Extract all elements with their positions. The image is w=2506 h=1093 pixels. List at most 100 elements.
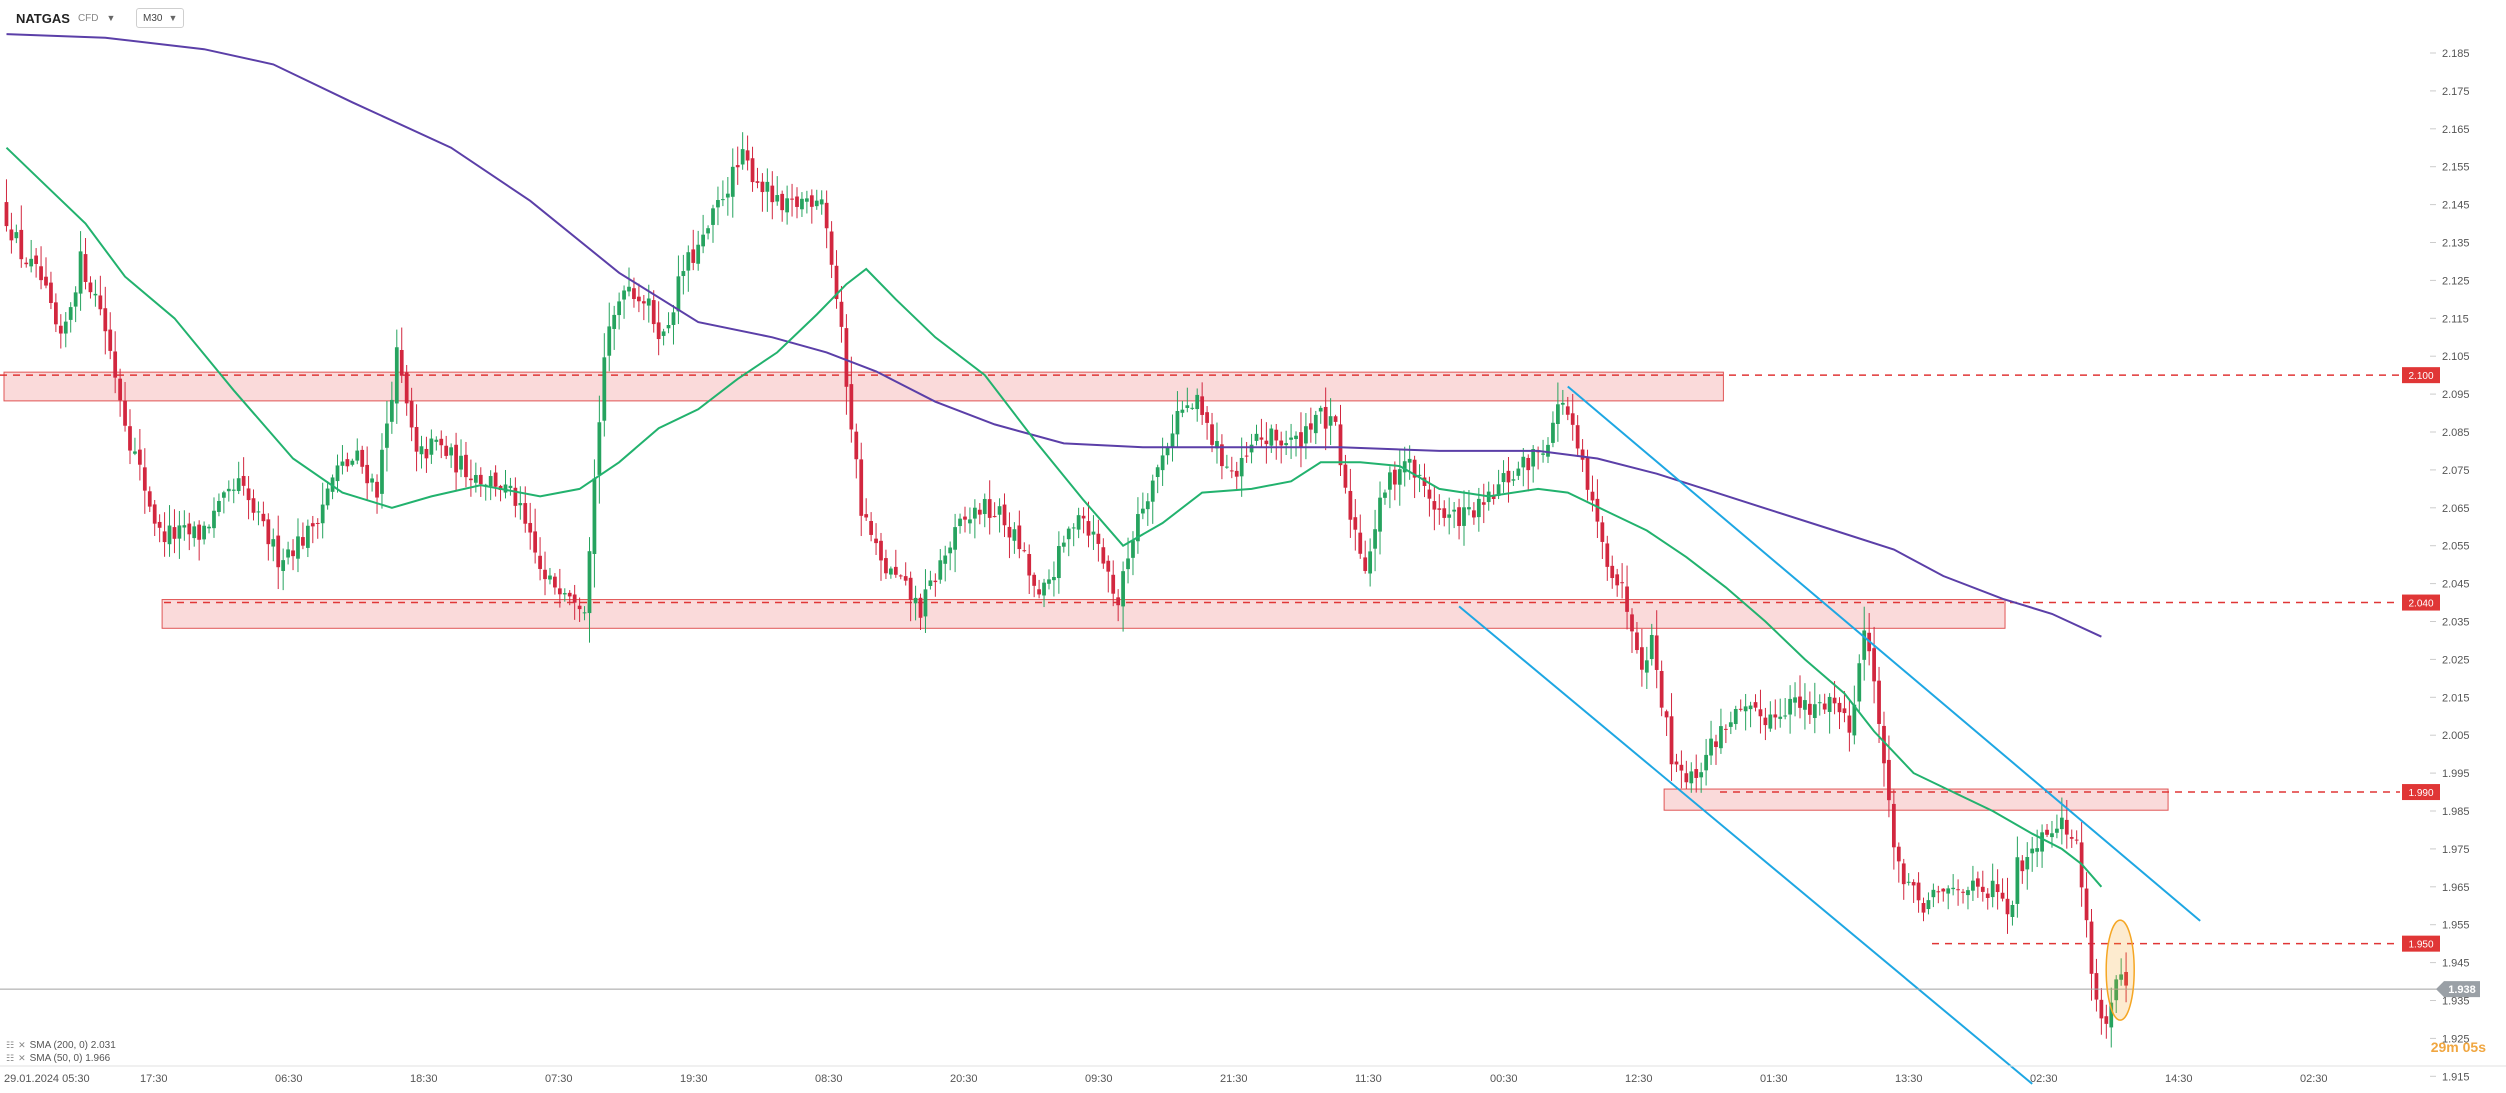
candle-body xyxy=(923,589,928,617)
candle-body xyxy=(1995,884,2000,893)
candle-body xyxy=(963,516,967,520)
candle-body xyxy=(864,514,869,518)
symbol-name[interactable]: NATGAS xyxy=(16,10,70,26)
candle-countdown: 29m 05s xyxy=(2430,1039,2486,1055)
candle-body xyxy=(1007,526,1012,538)
price-level-tag xyxy=(2402,594,2440,611)
candle-body xyxy=(1457,507,1461,526)
close-icon[interactable]: ✕ xyxy=(18,1053,26,1063)
candle-body xyxy=(1383,492,1387,498)
candle-body xyxy=(1931,889,1936,898)
candle-body xyxy=(1432,501,1437,510)
price-level-tag xyxy=(2402,784,2440,801)
candle-body xyxy=(666,325,671,329)
candle-body xyxy=(1733,709,1738,725)
candle-body xyxy=(1081,515,1086,519)
candle-body xyxy=(760,181,765,193)
settings-icon[interactable]: ☷ xyxy=(6,1053,15,1063)
candle-body xyxy=(464,454,468,478)
candle-body xyxy=(399,349,404,376)
candle-body xyxy=(1975,878,1980,887)
candle-body xyxy=(1768,714,1773,729)
y-tick-label: 2.055 xyxy=(2442,541,2470,553)
candle-body xyxy=(1358,532,1363,554)
candle-body xyxy=(473,475,478,483)
y-tick-label: 2.145 xyxy=(2442,200,2470,212)
candle-body xyxy=(444,445,449,456)
candle-body xyxy=(162,531,167,543)
candle-body xyxy=(572,594,577,603)
candle-body xyxy=(221,492,226,498)
current-price: 1.938 xyxy=(0,919,2480,1021)
price-level-label: 2.100 xyxy=(2408,371,2433,382)
candle-body xyxy=(553,576,557,588)
legend-sma50[interactable]: ☷ ✕ SMA (50, 0) 1.966 xyxy=(6,1053,110,1064)
x-tick-label: 12:30 xyxy=(1625,1073,1653,1085)
candle-body xyxy=(1674,761,1679,765)
candle-body xyxy=(1852,704,1857,736)
candle-body xyxy=(1116,597,1121,606)
candle-body xyxy=(632,288,636,300)
candle-body xyxy=(449,447,454,456)
x-tick-label: 01:30 xyxy=(1760,1073,1788,1085)
y-axis: 2.185 2.175 2.165 2.155 2.145 2.135 2.125 2.115… xyxy=(2430,48,2470,1083)
candle-body xyxy=(54,302,58,325)
candle-body xyxy=(1244,455,1249,457)
candle-body xyxy=(2104,1016,2109,1024)
candle-body xyxy=(1926,900,1931,910)
symbol-dropdown-icon[interactable]: ▼ xyxy=(106,13,116,23)
y-tick-label: 2.135 xyxy=(2442,238,2470,250)
candle-body xyxy=(1294,435,1298,440)
channel-line xyxy=(1567,385,2201,922)
candle-body xyxy=(1234,470,1239,477)
resistance-zones xyxy=(3,371,2169,811)
candle-body xyxy=(1066,528,1071,540)
candle-body xyxy=(1131,540,1135,558)
timeframe-select[interactable]: M30 ▼ xyxy=(136,8,185,28)
y-tick-label: 2.175 xyxy=(2442,86,2470,98)
candle-body xyxy=(1635,632,1639,651)
candle-body xyxy=(992,516,997,518)
y-tick-label: 2.085 xyxy=(2442,427,2470,439)
candle-body xyxy=(68,307,73,320)
candle-body xyxy=(819,199,824,205)
price-level-tag xyxy=(2402,935,2440,952)
candle-body xyxy=(656,322,661,340)
candle-body xyxy=(2089,921,2094,974)
candle-body xyxy=(661,331,666,336)
legend-sma200[interactable]: ☷ ✕ SMA (200, 0) 2.031 xyxy=(6,1040,116,1051)
candle-body xyxy=(1778,716,1783,719)
settings-icon[interactable]: ☷ xyxy=(6,1040,15,1050)
candle-body xyxy=(953,527,957,550)
candle-body xyxy=(740,149,745,165)
candle-body xyxy=(1126,558,1130,570)
close-icon[interactable]: ✕ xyxy=(18,1040,26,1050)
candle-body xyxy=(943,555,948,564)
candle-body xyxy=(2055,828,2059,833)
candle-body xyxy=(809,195,814,207)
candle-body xyxy=(814,200,819,207)
candle-body xyxy=(1560,402,1565,405)
candle-body xyxy=(296,536,300,559)
candle-body xyxy=(1254,433,1259,441)
candle-body xyxy=(63,321,68,334)
candle-body xyxy=(775,195,780,202)
candle-body xyxy=(1136,514,1140,542)
candle-body xyxy=(716,200,720,208)
candle-body xyxy=(266,519,271,545)
y-tick-label: 1.935 xyxy=(2442,996,2470,1008)
candle-body xyxy=(1649,634,1654,660)
candle-body xyxy=(1896,846,1901,862)
candle-body xyxy=(1185,405,1190,408)
candle-body xyxy=(612,314,617,329)
candle-body xyxy=(2040,832,2044,852)
x-tick-label: 11:30 xyxy=(1355,1073,1382,1085)
candle-body xyxy=(93,293,98,296)
candle-body xyxy=(646,298,651,306)
candle-body xyxy=(1037,589,1041,595)
candle-body xyxy=(1061,542,1066,547)
candle-body xyxy=(58,325,63,334)
candle-body xyxy=(543,569,547,580)
candle-body xyxy=(147,491,152,507)
